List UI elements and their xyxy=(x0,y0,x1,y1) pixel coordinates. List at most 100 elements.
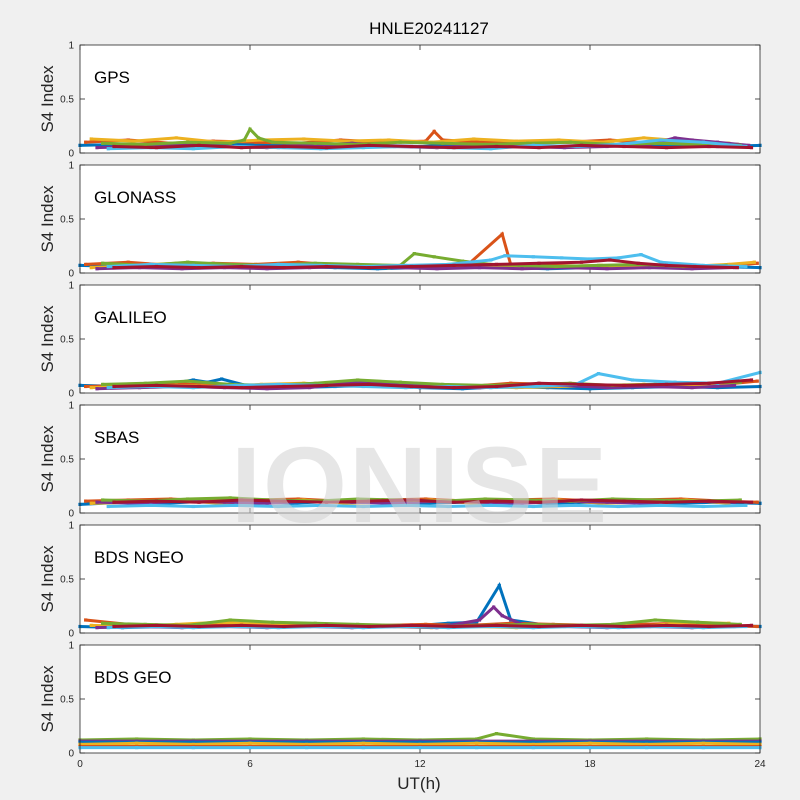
data-point xyxy=(460,259,465,263)
data-point xyxy=(494,623,499,627)
data-point xyxy=(282,266,286,270)
data-point xyxy=(112,384,116,389)
data-point xyxy=(483,497,487,501)
data-point xyxy=(636,622,640,626)
data-point xyxy=(642,136,646,140)
data-point xyxy=(344,139,348,143)
y-axis-label: S4 Index xyxy=(38,665,57,733)
data-point xyxy=(418,742,422,746)
data-point xyxy=(659,503,663,507)
data-point xyxy=(531,143,535,147)
data-point xyxy=(228,496,232,500)
series-trace xyxy=(112,498,754,504)
data-point xyxy=(282,144,286,149)
data-point xyxy=(579,382,584,386)
data-point xyxy=(84,140,88,144)
data-point xyxy=(313,381,317,385)
data-point xyxy=(475,746,479,750)
y-tick-label: 0.5 xyxy=(60,215,74,226)
panel-label: GPS xyxy=(94,68,130,87)
data-point xyxy=(305,746,309,750)
y-tick-label: 1 xyxy=(68,281,74,292)
series-trace xyxy=(112,143,754,150)
data-point xyxy=(537,624,541,629)
y-tick-label: 1 xyxy=(68,521,74,532)
data-point xyxy=(361,146,365,150)
data-point xyxy=(324,500,329,504)
data-point xyxy=(313,141,317,145)
data-point xyxy=(472,137,476,141)
series-trace xyxy=(112,378,754,390)
plot-area xyxy=(80,45,760,153)
x-tick-label: 18 xyxy=(584,759,596,770)
panel-label: GALILEO xyxy=(94,308,167,327)
data-point xyxy=(361,737,365,741)
data-point xyxy=(520,501,524,505)
data-point xyxy=(701,504,705,509)
data-point xyxy=(276,382,280,386)
data-point xyxy=(324,146,329,150)
data-point xyxy=(191,504,195,509)
data-point xyxy=(186,140,190,144)
data-point xyxy=(489,258,493,262)
data-point xyxy=(106,264,110,269)
data-point xyxy=(356,262,360,266)
data-point xyxy=(197,384,201,389)
data-point xyxy=(755,379,759,383)
data-point xyxy=(409,384,414,389)
data-point xyxy=(324,383,329,387)
data-point xyxy=(313,261,317,265)
data-point xyxy=(537,381,541,385)
plot-frame xyxy=(79,524,761,634)
data-point xyxy=(579,260,584,264)
data-point xyxy=(112,500,116,504)
data-point xyxy=(356,622,360,626)
data-point xyxy=(707,144,711,149)
data-point xyxy=(647,266,652,270)
data-point xyxy=(305,742,309,746)
data-point xyxy=(126,260,130,264)
data-point xyxy=(112,266,116,270)
data-point xyxy=(259,622,263,626)
data-point xyxy=(220,377,224,381)
plot-frame xyxy=(79,284,761,394)
data-point xyxy=(452,386,456,390)
data-point xyxy=(95,626,99,630)
x-tick-label: 12 xyxy=(414,759,426,770)
data-point xyxy=(89,386,93,390)
data-point xyxy=(605,500,609,504)
data-point xyxy=(432,255,436,259)
data-point xyxy=(356,497,360,501)
panel-label: BDS NGEO xyxy=(94,548,184,567)
data-point xyxy=(596,372,601,376)
data-point xyxy=(271,140,275,144)
data-point xyxy=(747,143,751,147)
y-tick-label: 1 xyxy=(68,41,74,52)
data-point xyxy=(693,264,697,269)
data-point xyxy=(477,266,482,270)
data-point xyxy=(673,143,677,147)
data-point xyxy=(696,620,700,624)
data-point xyxy=(191,378,195,382)
data-point xyxy=(307,143,312,147)
data-point xyxy=(531,504,535,509)
panel-label: SBAS xyxy=(94,428,139,447)
watermark-text: IONISE xyxy=(231,424,609,545)
data-point xyxy=(101,382,105,386)
data-point xyxy=(738,498,742,502)
y-tick-label: 0 xyxy=(68,269,74,280)
series-trace xyxy=(112,623,754,629)
data-point xyxy=(690,386,694,390)
data-point xyxy=(106,626,110,630)
data-point xyxy=(494,732,499,736)
data-point xyxy=(503,254,507,258)
data-point xyxy=(135,737,139,741)
data-point xyxy=(154,264,159,269)
data-point xyxy=(475,741,479,745)
data-point xyxy=(265,501,269,505)
data-point xyxy=(537,261,541,265)
data-point xyxy=(106,504,110,509)
data-point xyxy=(664,146,669,150)
y-tick-label: 0.5 xyxy=(60,575,74,586)
plot-frame xyxy=(79,644,761,754)
